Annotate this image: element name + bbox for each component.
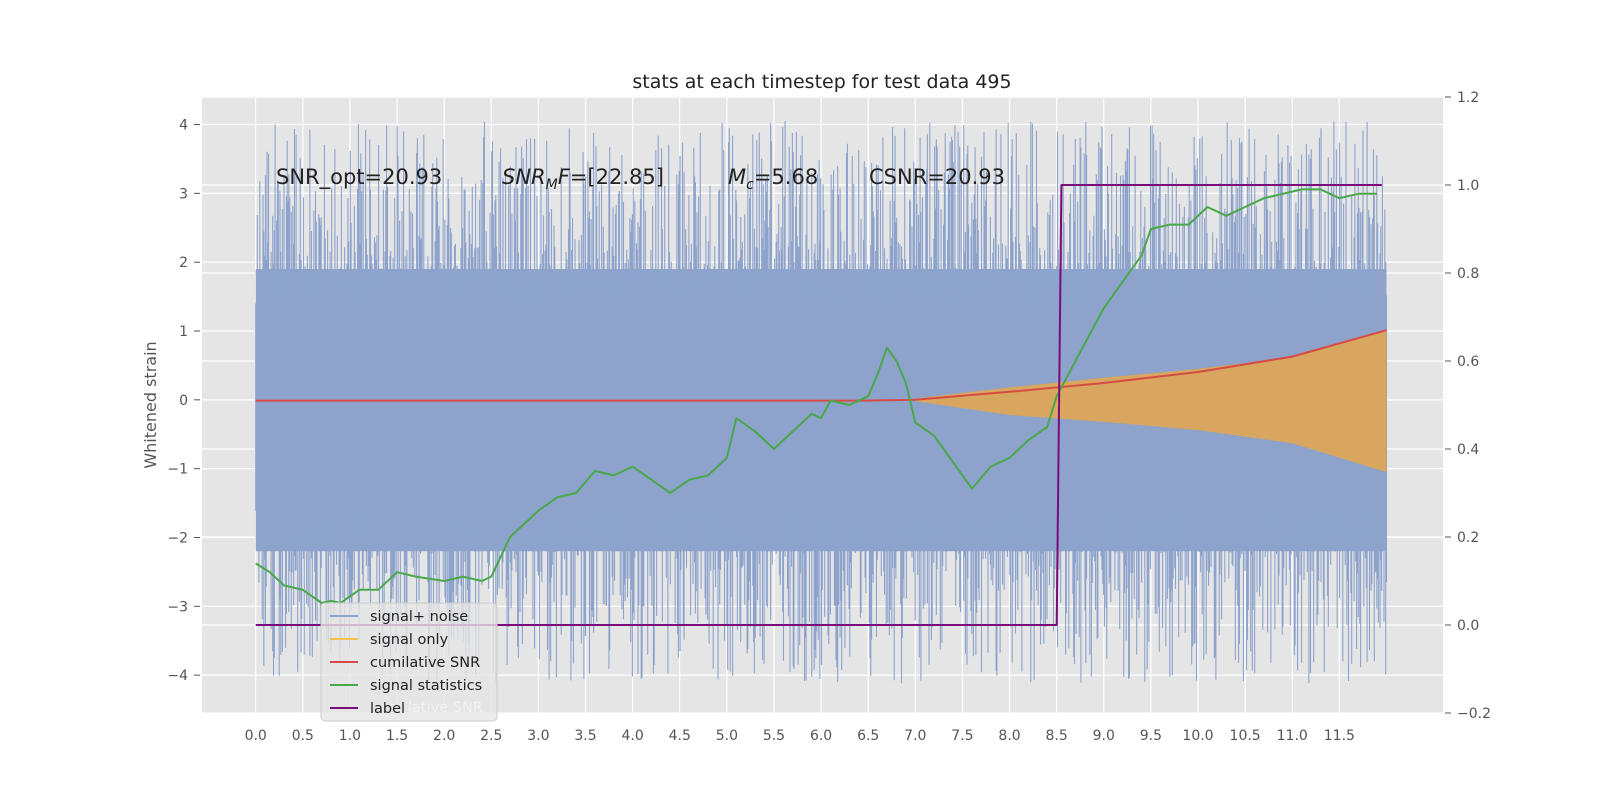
annotation-snr-mf-value: =[22.85] xyxy=(570,165,664,189)
x-tick-label-3: 1.5 xyxy=(386,728,408,744)
x-tick-label-8: 4.0 xyxy=(621,728,643,744)
legend-label-label: label xyxy=(370,701,405,717)
legend-label-signal-only: signal only xyxy=(370,632,449,648)
legend-box xyxy=(320,602,498,722)
y-tick-label-0: −4 xyxy=(167,668,188,684)
y2-tick-label-1: 0.0 xyxy=(1457,618,1479,634)
axis-ticks: 0.0 0.5 1.0 1.5 2.0 2.5 3.0 3.5 4.0 4.5 5.0 5.5 6.0 6… xyxy=(167,90,1491,744)
annotation-mc-value: =5.68 xyxy=(754,165,818,189)
line-series xyxy=(255,184,1387,626)
x-tick-label-20: 10.0 xyxy=(1182,728,1213,744)
legend-label-signal-statistics: signal statistics xyxy=(370,678,482,694)
annotation-mc-sub: c xyxy=(746,177,754,193)
x-tick-label-13: 6.5 xyxy=(857,728,879,744)
y2-tick-label-2: 0.2 xyxy=(1457,530,1479,546)
x-tick-label-6: 3.0 xyxy=(527,728,549,744)
y-tick-label-6: 2 xyxy=(179,255,188,271)
x-tick-label-4: 2.0 xyxy=(433,728,455,744)
x-tick-label-1: 0.5 xyxy=(292,728,314,744)
legend-label-cumulative-snr: cumilative SNR xyxy=(370,655,480,671)
annotation-snr-mf-main: SNR xyxy=(502,165,546,189)
x-tick-label-2: 1.0 xyxy=(339,728,361,744)
x-tick-label-11: 5.5 xyxy=(763,728,785,744)
y2-tick-label-4: 0.6 xyxy=(1457,354,1479,370)
y2-tick-label-6: 1.0 xyxy=(1457,178,1479,194)
y-tick-label-2: −2 xyxy=(167,530,188,546)
x-tick-label-10: 5.0 xyxy=(716,728,738,744)
legend: lative SNR signal+ noise signal only cum… xyxy=(320,602,498,722)
x-tick-label-5: 2.5 xyxy=(480,728,502,744)
signal-only-envelope xyxy=(915,331,1387,473)
y2-tick-label-0: −0.2 xyxy=(1457,706,1491,722)
signal-series xyxy=(915,331,1387,473)
annotations: SNR_opt=20.93 SNRMF=[22.85] Mc=5.68 CSNR… xyxy=(276,165,1005,193)
y-tick-label-3: −1 xyxy=(167,462,188,478)
x-tick-label-12: 6.0 xyxy=(810,728,832,744)
y-tick-label-4: 0 xyxy=(179,393,188,409)
chart-title: stats at each timestep for test data 495 xyxy=(632,71,1011,93)
series-signal-statistics xyxy=(255,188,1377,604)
x-tick-label-15: 7.5 xyxy=(951,728,973,744)
y2-tick-label-7: 1.2 xyxy=(1457,90,1479,106)
annotation-mc: Mc=5.68 xyxy=(728,165,818,193)
series-label xyxy=(255,184,1382,626)
x-tick-label-18: 9.0 xyxy=(1093,728,1115,744)
y-tick-label-1: −3 xyxy=(167,599,188,615)
annotation-snr-mf-sub: M xyxy=(546,177,558,193)
x-tick-label-19: 9.5 xyxy=(1140,728,1162,744)
y-tick-label-8: 4 xyxy=(179,118,188,134)
annotation-snr-opt: SNR_opt=20.93 xyxy=(276,165,442,190)
legend-label-signal-noise: signal+ noise xyxy=(370,609,468,625)
annotation-csnr: CSNR=20.93 xyxy=(869,165,1005,189)
legend-hidden-text: lative SNR xyxy=(408,700,483,716)
y-tick-label-7: 3 xyxy=(179,186,188,202)
x-tick-label-21: 10.5 xyxy=(1230,728,1261,744)
series-cumilative-snr xyxy=(255,329,1387,402)
y-axis-label: Whitened strain xyxy=(141,341,160,468)
x-tick-label-14: 7.0 xyxy=(904,728,926,744)
y2-tick-label-3: 0.4 xyxy=(1457,442,1479,458)
annotation-snr-mf: SNRMF=[22.85] xyxy=(502,165,664,193)
x-tick-label-17: 8.5 xyxy=(1046,728,1068,744)
y2-tick-label-5: 0.8 xyxy=(1457,266,1479,282)
x-tick-label-23: 11.5 xyxy=(1324,728,1355,744)
x-tick-label-7: 3.5 xyxy=(574,728,596,744)
x-tick-label-22: 11.0 xyxy=(1277,728,1308,744)
annotation-snr-mf-f: F xyxy=(558,165,571,189)
x-tick-label-9: 4.5 xyxy=(669,728,691,744)
x-tick-label-0: 0.0 xyxy=(245,728,267,744)
annotation-mc-main: M xyxy=(728,165,746,189)
x-tick-label-16: 8.0 xyxy=(998,728,1020,744)
y-tick-label-5: 1 xyxy=(179,324,188,340)
